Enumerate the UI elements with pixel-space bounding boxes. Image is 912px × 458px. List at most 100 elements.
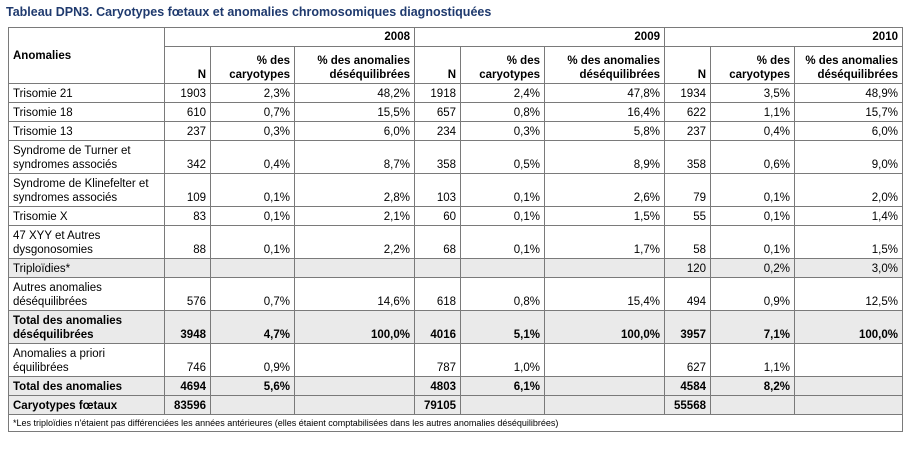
table-cell: 1,5%	[544, 206, 665, 226]
table-cell: 0,7%	[210, 277, 295, 311]
table-cell: 88	[164, 225, 211, 259]
table-cell: 3957	[664, 310, 711, 344]
table-cell: 6,0%	[294, 121, 415, 141]
table-row: 47 XYY et Autres dysgonosomies 88 0,1% 2,2%…	[8, 225, 903, 259]
table-title: Tableau DPN3. Caryotypes fœtaux et anoma…	[6, 5, 492, 19]
table-cell: 1,0%	[460, 343, 545, 377]
table-cell: 657	[414, 102, 461, 122]
table-cell: 237	[664, 121, 711, 141]
table-cell: 1903	[164, 83, 211, 103]
table-cell: 6,1%	[460, 376, 545, 396]
table-cell: 1,1%	[710, 102, 795, 122]
table-cell: 610	[164, 102, 211, 122]
table-cell: 8,7%	[294, 140, 415, 174]
table-cell: 120	[664, 258, 711, 278]
row-label: 47 XYY et Autres dysgonosomies	[8, 225, 165, 259]
table-cell: 2,3%	[210, 83, 295, 103]
table-cell: 47,8%	[544, 83, 665, 103]
table-cell: 0,8%	[460, 102, 545, 122]
table-row: Trisomie 13 237 0,3% 6,0% 234 0,3% 5,8% 237 0,4%…	[8, 121, 903, 141]
table-cell: 4,7%	[210, 310, 295, 344]
table-cell: 0,1%	[210, 206, 295, 226]
table-cell: 4803	[414, 376, 461, 396]
footnote: *Les triploïdies n'étaient pas différenc…	[8, 414, 903, 432]
header-year-2009: 2009	[414, 27, 665, 47]
table-cell: 0,7%	[210, 102, 295, 122]
table-cell: 83	[164, 206, 211, 226]
table-cell: 5,6%	[210, 376, 295, 396]
table-cell: 746	[164, 343, 211, 377]
table-cell: 2,2%	[294, 225, 415, 259]
table-cell: 0,4%	[710, 121, 795, 141]
table-cell: 494	[664, 277, 711, 311]
table-cell: 618	[414, 277, 461, 311]
table-cell: 2,8%	[294, 173, 415, 207]
table-cell: 0,6%	[710, 140, 795, 174]
table-cell	[544, 376, 665, 396]
table-cell: 9,0%	[794, 140, 903, 174]
header-pct-anomalies: % des anomalies déséquilibrées	[544, 46, 665, 84]
table-cell	[460, 395, 545, 415]
table-cell: 14,6%	[294, 277, 415, 311]
table-cell: 15,4%	[544, 277, 665, 311]
table-cell: 48,9%	[794, 83, 903, 103]
table-cell: 6,0%	[794, 121, 903, 141]
row-label: Syndrome de Turner et syndromes associés	[8, 140, 165, 174]
header-n: N	[164, 46, 211, 84]
table-cell: 79	[664, 173, 711, 207]
row-label: Autres anomalies déséquilibrées	[8, 277, 165, 311]
table-cell: 109	[164, 173, 211, 207]
table-cell: 622	[664, 102, 711, 122]
table-cell: 68	[414, 225, 461, 259]
row-label: Syndrome de Klinefelter et syndromes ass…	[8, 173, 165, 207]
table-cell: 79105	[414, 395, 461, 415]
table-cell: 1,5%	[794, 225, 903, 259]
table-cell: 1918	[414, 83, 461, 103]
table-cell: 83596	[164, 395, 211, 415]
table-row: Trisomie 21 1903 2,3% 48,2% 1918 2,4% 47,8% 193…	[8, 83, 903, 103]
row-label: Trisomie X	[8, 206, 165, 226]
table-cell: 627	[664, 343, 711, 377]
row-label: Trisomie 13	[8, 121, 165, 141]
header-pct-caryotypes: % des caryotypes	[460, 46, 545, 84]
table-cell: 100,0%	[794, 310, 903, 344]
table-row: Trisomie X 83 0,1% 2,1% 60 0,1% 1,5% 55 0,1% 1,4%	[8, 206, 903, 226]
table-cell: 3948	[164, 310, 211, 344]
row-label: Total des anomalies	[8, 376, 165, 396]
table-row: Caryotypes fœtaux 83596 79105 55568	[8, 395, 903, 415]
table-cell	[710, 395, 795, 415]
table-cell	[544, 258, 665, 278]
row-label: Caryotypes fœtaux	[8, 395, 165, 415]
header-pct-anomalies: % des anomalies déséquilibrées	[794, 46, 903, 84]
table-cell: 0,5%	[460, 140, 545, 174]
row-label: Anomalies a priori équilibrées	[8, 343, 165, 377]
table-cell	[794, 376, 903, 396]
table-cell: 0,9%	[710, 277, 795, 311]
table-cell: 58	[664, 225, 711, 259]
table-cell: 100,0%	[544, 310, 665, 344]
table-cell: 342	[164, 140, 211, 174]
table-cell: 0,8%	[460, 277, 545, 311]
table-cell: 3,0%	[794, 258, 903, 278]
table-cell: 8,2%	[710, 376, 795, 396]
table-cell	[210, 258, 295, 278]
row-label: Total des anomalies déséquilibrées	[8, 310, 165, 344]
table-cell: 12,5%	[794, 277, 903, 311]
row-label: Trisomie 18	[8, 102, 165, 122]
table-row: Triploïdies* 120 0,2% 3,0%	[8, 258, 903, 278]
table-cell: 1934	[664, 83, 711, 103]
table-row: Total des anomalies déséquilibrées 3948 4,…	[8, 310, 903, 344]
table-cell	[294, 343, 415, 377]
table-cell: 2,4%	[460, 83, 545, 103]
table-cell: 0,1%	[460, 225, 545, 259]
table-row: Autres anomalies déséquilibrées 576 0,7% 14…	[8, 277, 903, 311]
header-pct-caryotypes: % des caryotypes	[710, 46, 795, 84]
header-n: N	[414, 46, 461, 84]
table-row: Syndrome de Turner et syndromes associés…	[8, 140, 903, 174]
header-n: N	[664, 46, 711, 84]
table-cell: 0,4%	[210, 140, 295, 174]
table-cell: 0,9%	[210, 343, 295, 377]
table-cell: 1,7%	[544, 225, 665, 259]
table-cell: 576	[164, 277, 211, 311]
table-cell: 4016	[414, 310, 461, 344]
